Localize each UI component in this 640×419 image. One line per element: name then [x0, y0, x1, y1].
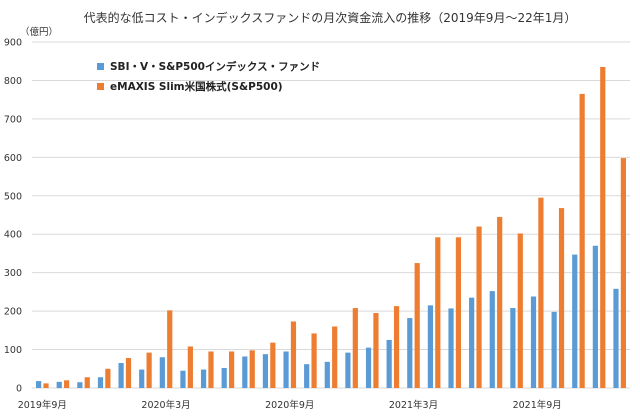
bar-sbi: [407, 318, 413, 388]
y-tick-label: 0: [16, 384, 22, 395]
bar-sbi: [324, 361, 330, 388]
bar-sbi: [510, 308, 516, 388]
bar-emaxis: [538, 197, 544, 388]
y-tick-label: 400: [4, 230, 22, 241]
bar-sbi: [139, 369, 145, 388]
bar-emaxis: [270, 342, 276, 388]
bar-emaxis: [352, 308, 358, 388]
bar-sbi: [304, 364, 310, 388]
bar-emaxis: [600, 66, 606, 388]
y-tick-label: 300: [4, 268, 22, 279]
legend-swatch: [97, 63, 104, 70]
bar-sbi: [200, 369, 207, 388]
y-tick-label: 700: [4, 114, 22, 125]
bar-sbi: [386, 339, 392, 388]
bar-sbi: [36, 381, 42, 388]
bar-sbi: [592, 245, 598, 388]
bar-emaxis: [476, 226, 482, 388]
y-unit-label: （億円）: [20, 26, 58, 38]
bar-sbi: [469, 297, 475, 388]
bar-emaxis: [125, 358, 132, 388]
legend-swatch: [97, 83, 104, 90]
bar-emaxis: [208, 351, 214, 388]
y-tick-label: 200: [4, 307, 22, 318]
bar-emaxis: [579, 93, 585, 389]
bar-sbi: [262, 354, 269, 388]
y-tick-label: 500: [4, 191, 22, 202]
bar-sbi: [345, 352, 351, 388]
x-tick-label: 2021年9月: [513, 399, 562, 411]
bar-sbi: [530, 296, 537, 388]
bar-sbi: [427, 305, 434, 388]
y-tick-label: 100: [4, 345, 22, 356]
bar-sbi: [159, 357, 165, 388]
bar-sbi: [572, 254, 578, 388]
bar-emaxis: [290, 321, 297, 388]
bar-emaxis: [64, 380, 70, 388]
x-tick-label: 2020年3月: [141, 399, 190, 411]
y-tick-label: 900: [4, 38, 22, 49]
bar-emaxis: [228, 351, 235, 388]
bar-sbi: [489, 291, 495, 388]
legend-label: SBI・V・S&P500インデックス・ファンド: [110, 60, 320, 73]
x-tick-label: 2021年3月: [389, 399, 438, 411]
bar-sbi: [551, 311, 557, 388]
bar-sbi: [56, 381, 62, 388]
bar-emaxis: [84, 377, 90, 388]
bar-emaxis: [146, 352, 152, 388]
bar-emaxis: [558, 208, 565, 388]
bar-sbi: [221, 368, 227, 388]
y-axis: 0 100 200 300 400 500 600 700 800 900: [4, 38, 22, 395]
bar-emaxis: [373, 313, 379, 388]
bar-emaxis: [167, 310, 173, 388]
grid-layer: [32, 41, 630, 389]
bar-emaxis: [393, 306, 400, 388]
bar-emaxis: [620, 158, 626, 388]
bar-sbi: [365, 347, 372, 388]
bar-emaxis: [249, 350, 255, 388]
bar-emaxis: [435, 237, 441, 388]
bar-emaxis: [517, 233, 523, 388]
bar-sbi: [97, 377, 104, 388]
bar-emaxis: [187, 346, 193, 388]
bar-emaxis: [497, 216, 503, 388]
bar-emaxis: [311, 333, 317, 388]
bar-emaxis: [455, 237, 462, 388]
chart-title: 代表的な低コスト・インデックスファンドの月次資金流入の推移（2019年9月～22…: [84, 10, 577, 25]
legend-label: eMAXIS Slim米国株式(S&P500): [110, 80, 283, 93]
y-tick-label: 600: [4, 153, 22, 164]
bar-sbi: [77, 382, 83, 388]
bar-emaxis: [332, 326, 338, 388]
bar-sbi: [242, 356, 248, 388]
x-tick-label: 2020年9月: [265, 399, 314, 411]
legend: SBI・V・S&P500インデックス・ファンド eMAXIS Slim米国株式(S…: [97, 60, 320, 93]
bar-sbi: [283, 351, 289, 388]
x-tick-label: 2019年9月: [18, 399, 67, 411]
y-tick-label: 800: [4, 76, 22, 87]
bars-layer: [36, 66, 626, 389]
bar-sbi: [448, 308, 454, 388]
bar-emaxis: [414, 263, 420, 388]
bar-emaxis: [43, 383, 49, 388]
bar-sbi: [613, 288, 619, 388]
bar-emaxis: [105, 368, 111, 388]
bar-sbi: [180, 370, 186, 388]
x-axis: 2019年9月 2020年3月 2020年9月 2021年3月 2021年9月: [18, 399, 562, 411]
bar-sbi: [118, 363, 124, 388]
